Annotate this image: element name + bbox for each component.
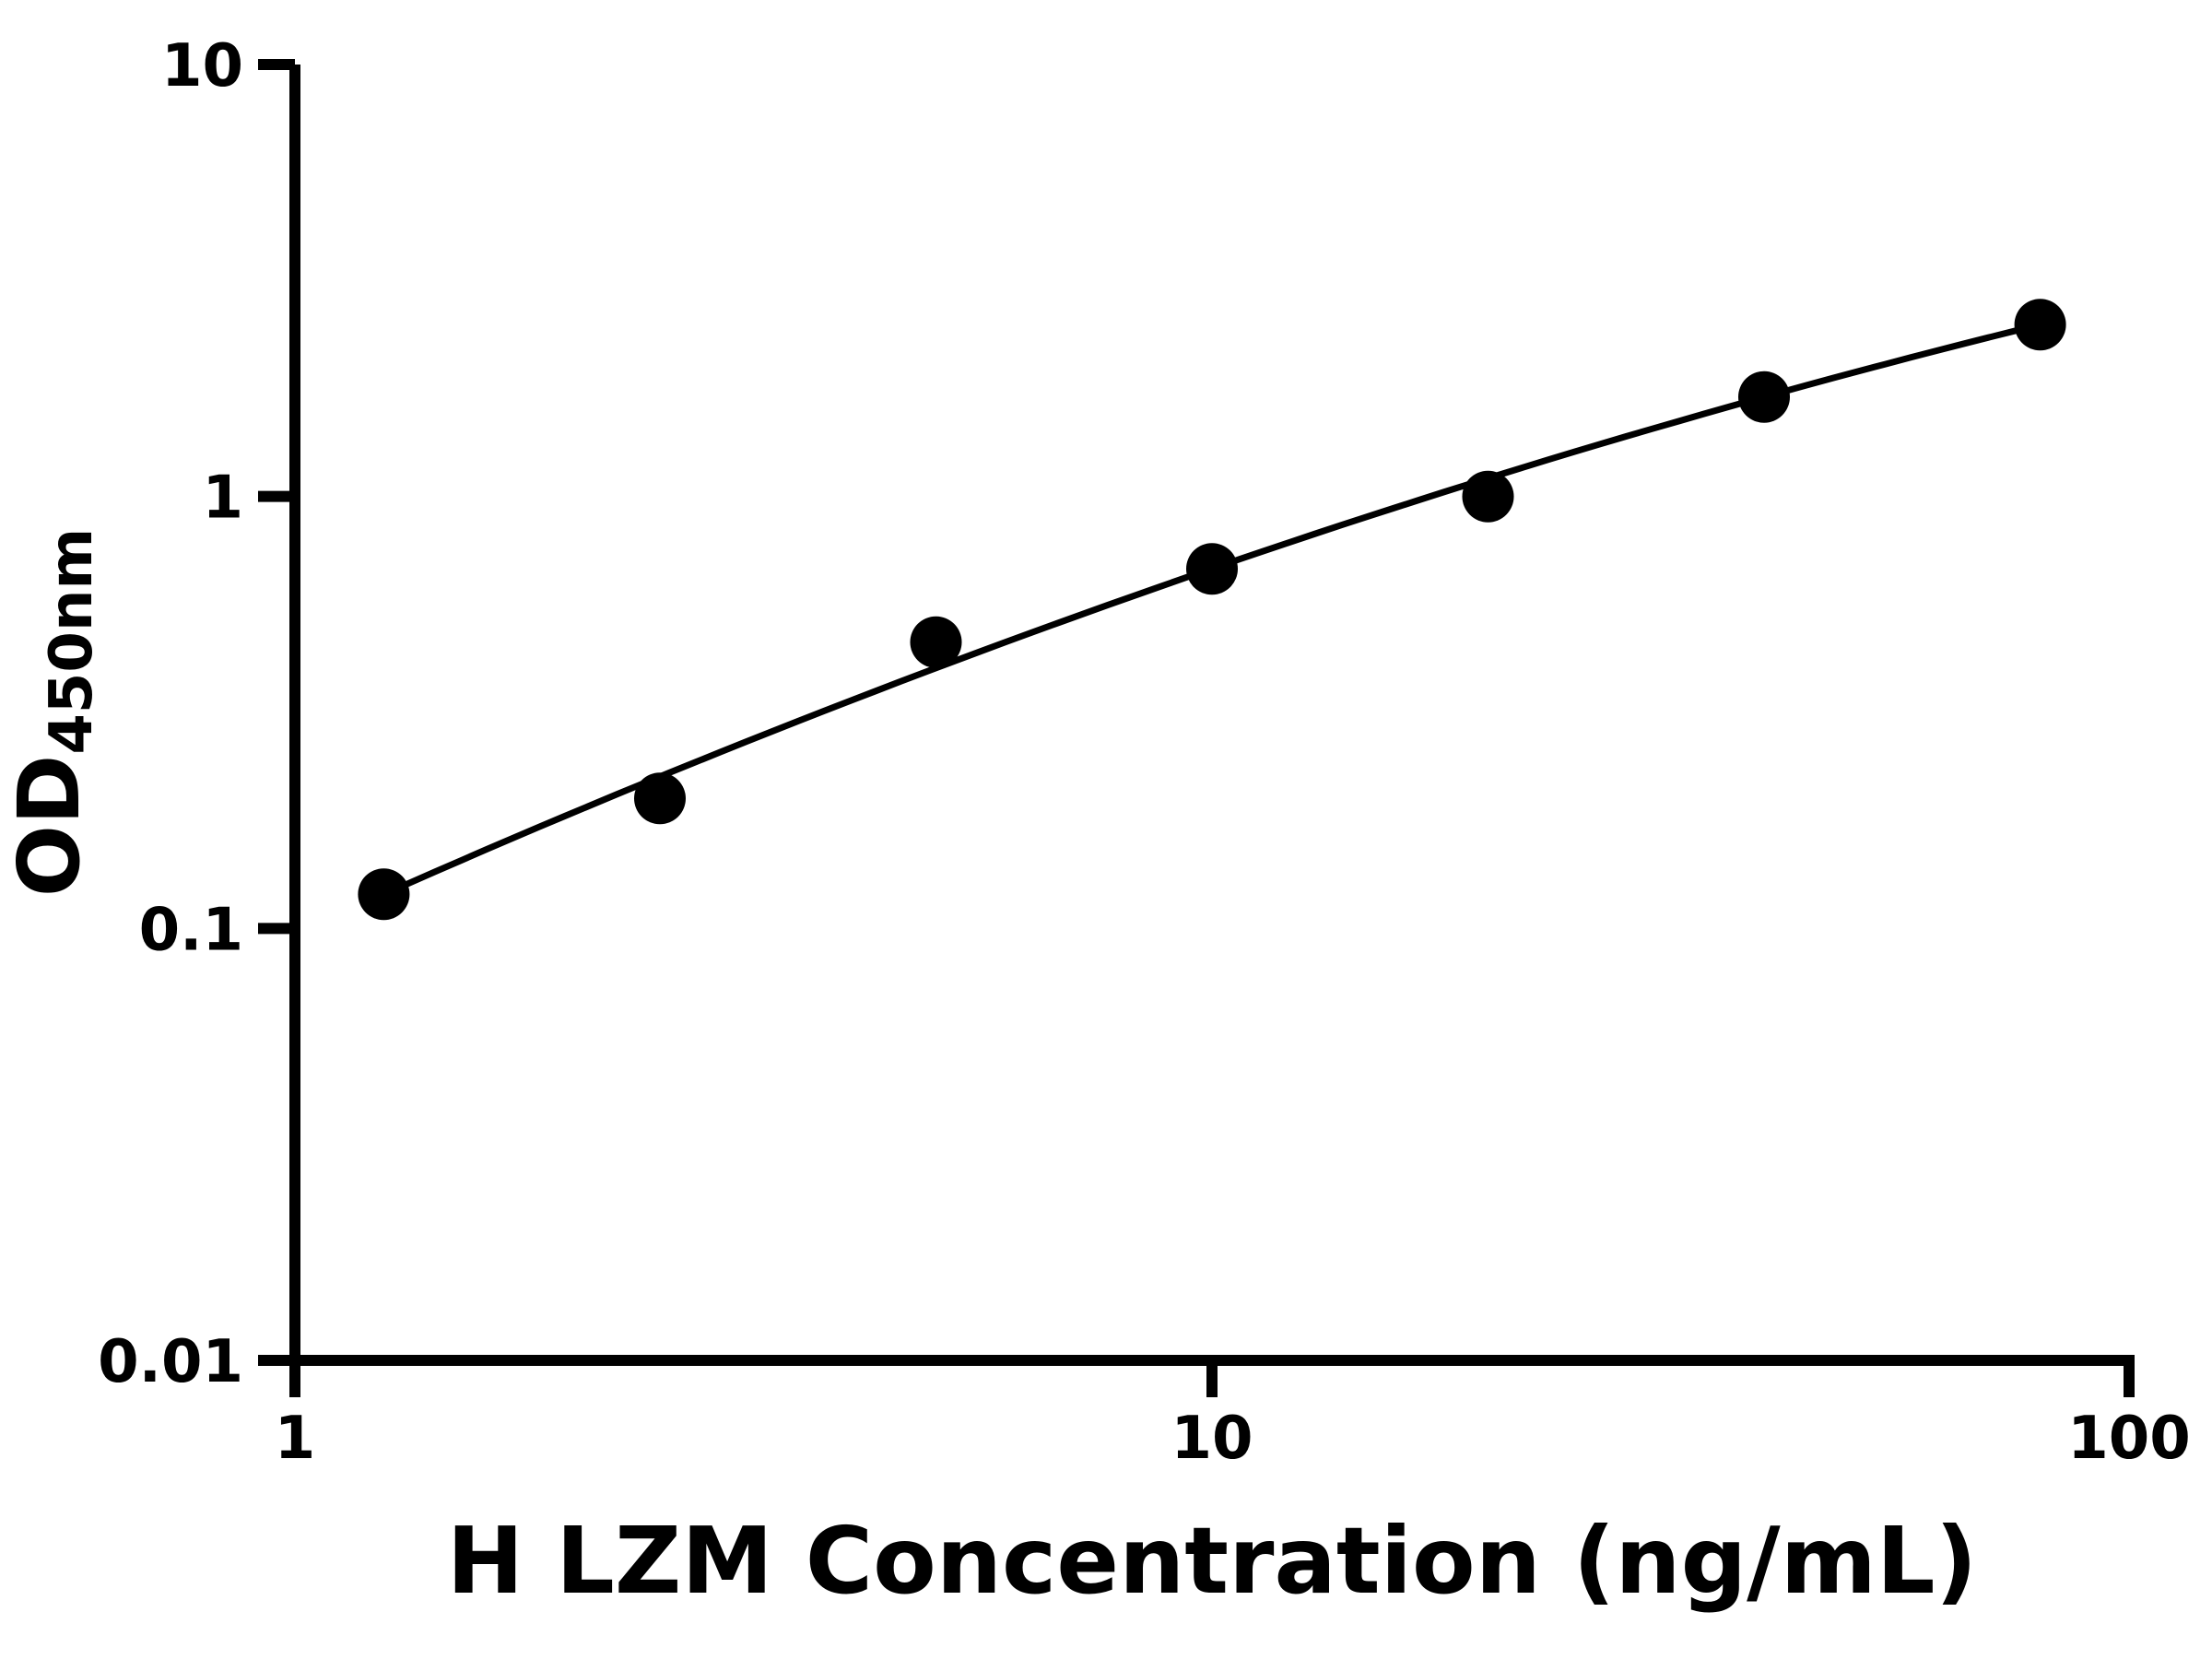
axes (289, 65, 2135, 1366)
x-tick-label: 100 (2067, 1405, 2191, 1473)
fit-curve-group (380, 321, 2044, 898)
tick-labels: 1 10 100 10 1 0.1 0.01 (98, 32, 2191, 1473)
y-tick-label: 10 (161, 32, 243, 100)
tick-marks (258, 59, 2135, 1397)
data-point (910, 616, 962, 668)
x-axis-title: H LZM Concentration (ng/mL) (447, 1507, 1978, 1615)
fit-curve (380, 321, 2044, 898)
data-point (634, 772, 686, 825)
x-tick-label: 10 (1171, 1405, 1253, 1473)
data-point (2014, 299, 2066, 351)
y-tick-label: 0.01 (98, 1328, 243, 1396)
data-point (1738, 371, 1790, 423)
x-tick-label: 1 (275, 1405, 316, 1473)
y-axis-title-subscript: 450nm (38, 528, 106, 755)
data-point (1462, 470, 1514, 523)
y-axis-title: OD450nm (0, 528, 106, 897)
y-axis-title-main: OD (0, 755, 99, 898)
data-point (358, 868, 410, 921)
y-tick-label: 0.1 (139, 896, 243, 964)
data-points-group (358, 299, 2066, 921)
data-point (1186, 543, 1238, 595)
y-tick-label: 1 (202, 465, 243, 533)
